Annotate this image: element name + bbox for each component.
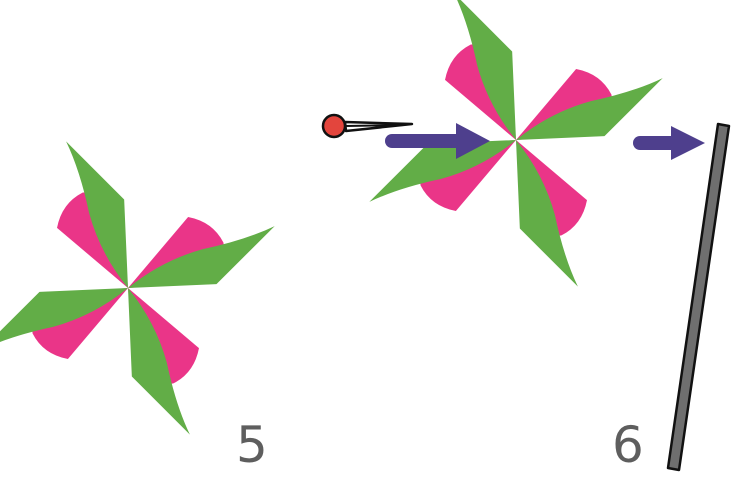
step-number-6: 6 [612, 416, 644, 474]
pinwheel-icon-step5 [0, 136, 280, 439]
stick-icon [666, 122, 731, 472]
step-number-5: 5 [236, 416, 268, 474]
right-arrow-icon-pin [385, 123, 490, 159]
right-arrow-icon-stick [633, 126, 705, 160]
pin-icon [321, 113, 414, 139]
